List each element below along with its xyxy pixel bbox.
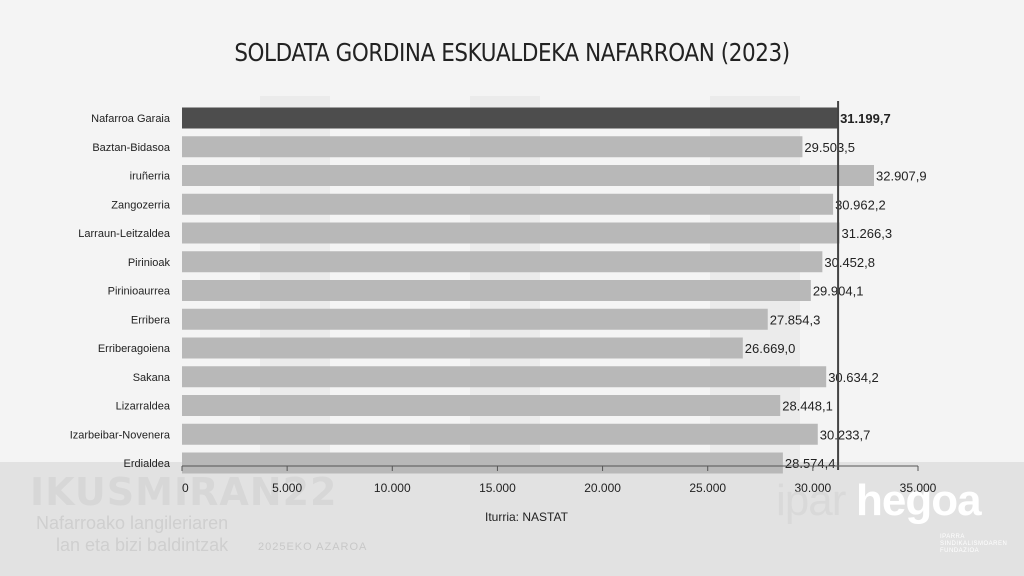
category-label: Erdialdea (124, 458, 171, 470)
category-label: Zangozerria (111, 199, 171, 211)
bar (182, 107, 839, 129)
data-label: 31.266,3 (841, 226, 892, 241)
bar (182, 251, 823, 273)
category-label: iruñerria (130, 171, 171, 183)
data-label: 28.574,4 (785, 456, 836, 471)
data-label: 32.907,9 (876, 169, 927, 184)
data-label: 28.448,1 (782, 399, 833, 414)
background-footer (0, 462, 1024, 576)
x-tick-label: 10.000 (374, 481, 411, 495)
bar (182, 395, 781, 416)
x-tick-label: 25.000 (689, 481, 726, 495)
iparhegoa-logo: ipar hegoa IPARRA SINDIKALISMOAREN FUNDA… (776, 476, 1016, 566)
watermark-number: 22 (282, 470, 338, 514)
bar (182, 222, 840, 244)
category-label: Baztan-Bidasoa (92, 142, 171, 154)
data-label: 29.503,5 (804, 140, 855, 155)
data-label: 31.199,7 (840, 111, 891, 126)
category-label: Sakana (133, 372, 171, 384)
logo-part-ipar: ipar (776, 476, 846, 525)
bar (182, 280, 811, 301)
x-tick-label: 15.000 (479, 481, 516, 495)
x-tick-label: 35.000 (900, 481, 937, 495)
x-tick-label: 30.000 (795, 481, 832, 495)
bar (182, 193, 834, 215)
x-tick-label: 5.000 (272, 481, 302, 495)
bar (182, 423, 818, 445)
category-label: Erriberagoiena (98, 343, 171, 355)
watermark-brand: IKUSMIRAN22 (30, 470, 338, 514)
watermark-date: 2025EKO AZAROA (258, 541, 368, 553)
data-label: 30.962,2 (835, 197, 886, 212)
bar (182, 366, 827, 388)
category-label: Pirinioaurrea (108, 286, 171, 298)
category-label: Nafarroa Garaia (91, 113, 171, 125)
data-label: 30.452,8 (824, 255, 875, 270)
category-label: Larraun-Leitzaldea (78, 228, 171, 240)
bar (182, 452, 783, 474)
chart-title: SOLDATA GORDINA ESKUALDEKA NAFARROAN (20… (234, 38, 790, 67)
watermark-line-2: lan eta bizi baldintzak (56, 535, 229, 555)
x-tick-label: 20.000 (584, 481, 621, 495)
category-label: Erribera (131, 314, 171, 326)
bar (182, 308, 768, 330)
watermark-line-1: Nafarroako langileriaren (36, 513, 229, 533)
category-label: Pirinioak (128, 257, 171, 269)
bar (182, 337, 743, 359)
data-label: 30.634,2 (828, 370, 879, 385)
logo-subtitle: IPARRA SINDIKALISMOAREN FUNDAZIOA (940, 534, 1008, 554)
data-label: 27.854,3 (770, 312, 821, 327)
data-label: 30.233,7 (820, 427, 871, 442)
bar (182, 165, 875, 186)
category-label: Izarbeibar-Novenera (70, 429, 171, 441)
category-label: Lizarraldea (116, 401, 171, 413)
x-tick-label: 0 (182, 481, 189, 495)
data-label: 26.669,0 (745, 341, 796, 356)
chart-source: Iturria: NASTAT (485, 510, 568, 524)
bar (182, 136, 803, 158)
logo-part-hegoa: hegoa (856, 476, 982, 525)
